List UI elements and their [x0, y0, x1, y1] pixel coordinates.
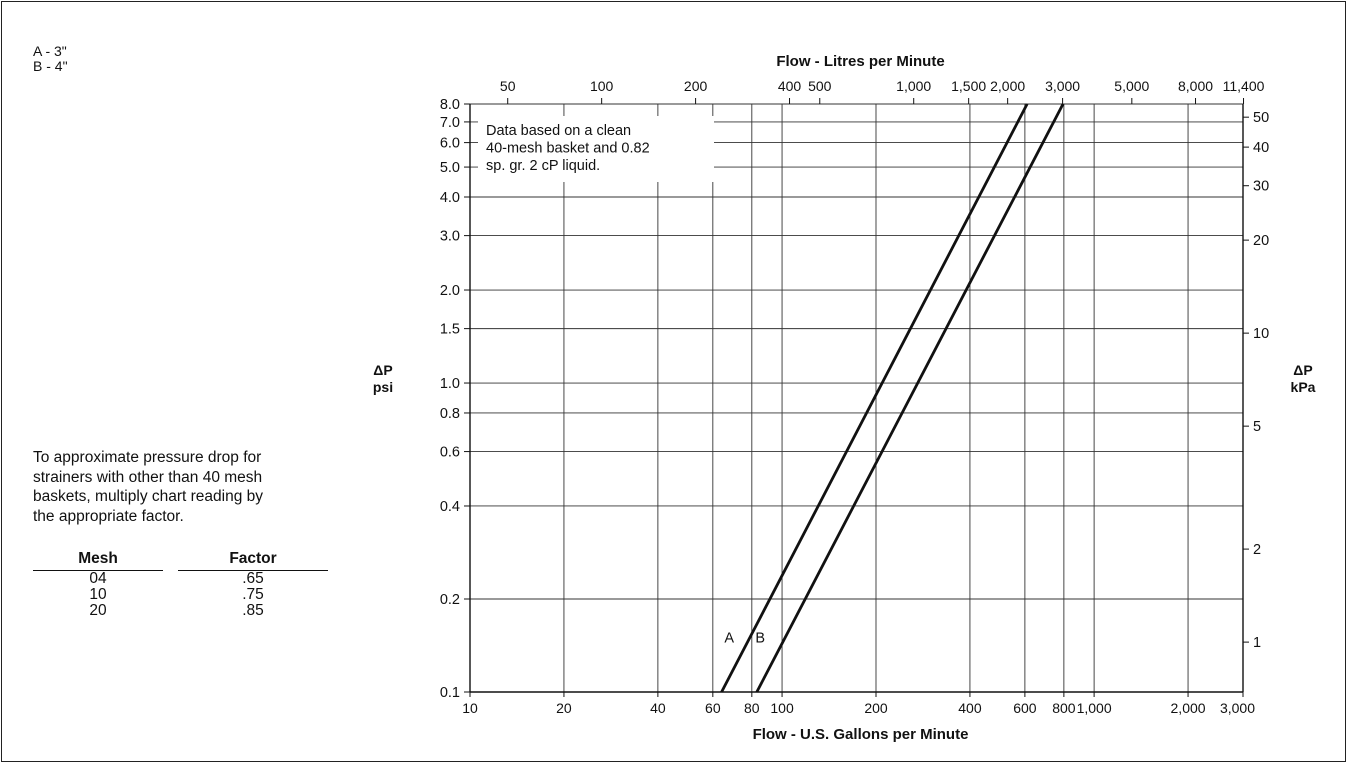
series-label-b: B: [755, 631, 765, 647]
x-axis-title-top: Flow - Litres per Minute: [776, 53, 944, 70]
x-tick-label: 3,000: [1220, 700, 1255, 716]
x-tick-label: 400: [958, 700, 982, 716]
cell-factor: .75: [242, 586, 264, 603]
x-tick-label: 80: [744, 700, 760, 716]
right-tick-label: 2: [1253, 542, 1261, 558]
top-tick-label: 2,000: [990, 78, 1025, 94]
top-tick-label: 500: [808, 78, 832, 94]
header-mesh: Mesh: [33, 548, 163, 571]
annotation-line: sp. gr. 2 cP liquid.: [486, 158, 600, 174]
note-line: baskets, multiply chart reading by: [33, 488, 264, 505]
y-tick-label: 5.0: [440, 160, 460, 176]
x-tick-label: 1,000: [1077, 700, 1112, 716]
table-row: 10 .75: [33, 587, 328, 603]
table-row: 04 .65: [33, 571, 328, 587]
y-tick-label: 8.0: [440, 97, 460, 113]
cell-factor: .85: [242, 602, 264, 619]
series-line-b: [755, 103, 1065, 693]
y-tick-label: 6.0: [440, 136, 460, 152]
x-tick-label: 10: [462, 700, 478, 716]
top-tick-label: 1,500: [951, 78, 986, 94]
right-tick-label: 40: [1253, 140, 1269, 156]
y-tick-label: 0.8: [440, 406, 460, 422]
legend-item-b: B - 4": [33, 58, 68, 74]
top-tick-label: 400: [778, 78, 802, 94]
right-tick-label: 20: [1253, 233, 1269, 249]
legend-item-a: A - 3": [33, 43, 67, 59]
y-tick-label: 0.4: [440, 499, 460, 515]
x-tick-label: 800: [1052, 700, 1076, 716]
top-tick-label: 100: [590, 78, 614, 94]
right-tick-label: 10: [1253, 326, 1269, 342]
y-tick-label: 1.0: [440, 376, 460, 392]
top-tick-label: 200: [684, 78, 708, 94]
top-tick-label: 8,000: [1178, 78, 1213, 94]
y-tick-label: 0.2: [440, 592, 460, 608]
x-tick-label: 100: [770, 700, 794, 716]
series-line-a: [720, 103, 1029, 693]
y-tick-label: 4.0: [440, 190, 460, 206]
cell-mesh: 04: [89, 570, 107, 587]
top-tick-label: 3,000: [1045, 78, 1080, 94]
series-label-a: A: [724, 631, 734, 647]
x-tick-label: 20: [556, 700, 572, 716]
x-axis-title-bottom: Flow - U.S. Gallons per Minute: [753, 726, 969, 743]
y-tick-label: 0.1: [440, 685, 460, 701]
right-tick-label: 50: [1253, 110, 1269, 126]
right-tick-label: 1: [1253, 635, 1261, 651]
cell-mesh: 20: [89, 602, 107, 619]
mesh-factor-table: Mesh Factor 04 .65 10 .75 20 .85: [33, 548, 328, 619]
y-tick-label: 1.5: [440, 322, 460, 338]
x-tick-label: 60: [705, 700, 721, 716]
annotation-line: Data based on a clean: [486, 123, 631, 139]
x-tick-label: 40: [650, 700, 666, 716]
y-tick-label: 2.0: [440, 283, 460, 299]
mesh-factor-note: To approximate pressure drop for straine…: [33, 448, 343, 526]
x-tick-label: 2,000: [1171, 700, 1206, 716]
note-line: the appropriate factor.: [33, 507, 184, 525]
y-tick-label: 7.0: [440, 115, 460, 131]
table-row: 20 .85: [33, 603, 328, 619]
right-tick-label: 5: [1253, 419, 1261, 435]
annotation-box: [478, 116, 714, 182]
note-line: To approximate pressure drop for: [33, 449, 262, 466]
note-line: strainers with other than 40 mesh: [33, 468, 263, 486]
right-tick-label: 30: [1253, 179, 1269, 195]
y-tick-label: 0.6: [440, 445, 460, 461]
y-tick-label: 3.0: [440, 229, 460, 245]
line-legend: A - 3" B - 4": [33, 44, 68, 74]
header-factor: Factor: [178, 548, 328, 571]
top-tick-label: 5,000: [1114, 78, 1149, 94]
y-axis-title-left: ΔP: [373, 362, 392, 378]
cell-mesh: 10: [89, 586, 107, 603]
cell-factor: .65: [242, 570, 264, 587]
annotation-line: 40-mesh basket and 0.82: [486, 141, 650, 157]
top-tick-label: 1,000: [896, 78, 931, 94]
y-axis-unit-right: kPa: [1291, 379, 1316, 395]
y-axis-unit-left: psi: [373, 379, 393, 395]
x-tick-label: 200: [864, 700, 888, 716]
top-tick-label: 11,400: [1223, 78, 1265, 94]
top-tick-label: 50: [500, 78, 516, 94]
y-axis-title-right: ΔP: [1293, 362, 1312, 378]
x-tick-label: 600: [1013, 700, 1037, 716]
table-header: Mesh Factor: [33, 548, 328, 571]
